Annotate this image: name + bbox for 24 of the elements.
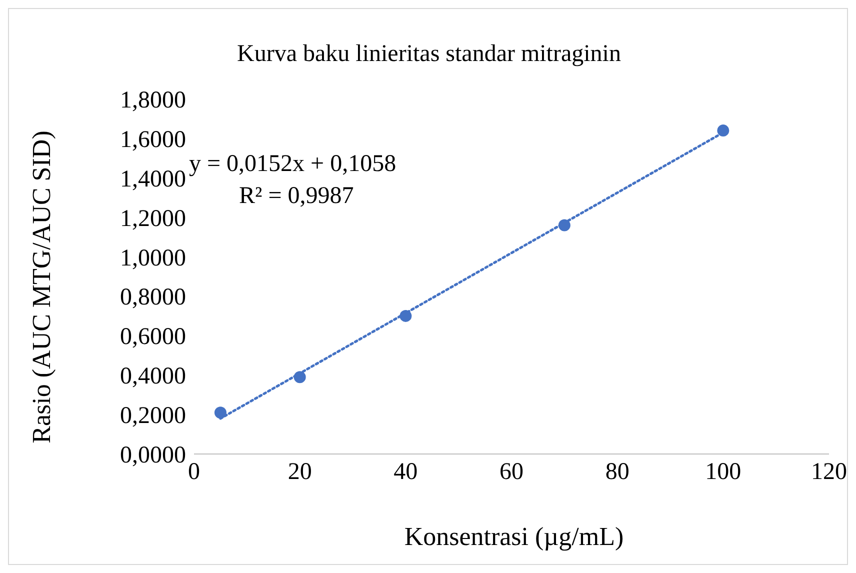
x-tick-label: 100 (705, 459, 742, 486)
x-tick-label: 120 (811, 459, 847, 486)
y-tick-label: 0,8000 (120, 284, 186, 311)
annotation: y = 0,0152x + 0,1058 (189, 151, 396, 178)
x-tick-label: 20 (288, 459, 312, 486)
y-tick-label: 1,8000 (120, 88, 186, 114)
annotation: R² = 0,9987 (239, 183, 354, 210)
point (214, 406, 226, 419)
point (717, 124, 730, 137)
x-tick-label: 0 (188, 459, 200, 486)
y-axis-title: Rasio (AUC MTG/AUC SID) (27, 130, 57, 444)
y-tick-label: 0,4000 (120, 364, 186, 390)
y-tick-label: 1,4000 (120, 166, 186, 192)
y-tick-label: 1,2000 (120, 206, 186, 232)
y-tick-label: 1,0000 (120, 245, 186, 272)
chart-title: Kurva baku linieritas standar mitraginin (236, 41, 622, 68)
x-tick-label: 40 (394, 459, 418, 486)
x-tick-label: 80 (605, 459, 630, 486)
y-tick-label: 0,0000 (120, 442, 186, 469)
x-tick-label: 60 (500, 459, 524, 486)
y-tick-label: 1,6000 (120, 126, 186, 153)
x-axis-title: Konsentrasi (µg/mL) (403, 522, 625, 552)
y-tick-label: 0,2000 (120, 403, 186, 430)
y-tick-label: 0,6000 (120, 324, 186, 350)
